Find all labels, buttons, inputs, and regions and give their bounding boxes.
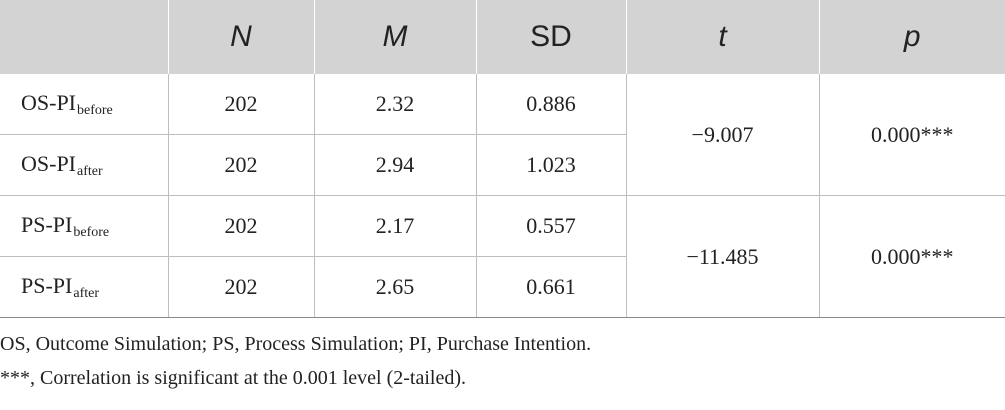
row-label: PS-PIafter xyxy=(0,256,168,318)
table-row: PS-PIbefore 202 2.17 0.557 −11.485 0.000… xyxy=(0,195,1005,318)
header-empty xyxy=(0,0,168,74)
cell-n: 202 xyxy=(167,256,314,318)
row-label: PS-PIbefore xyxy=(0,195,168,257)
cell-m: 2.32 xyxy=(313,74,476,135)
row-label: OS-PIafter xyxy=(0,134,168,196)
cell-p: 0.000*** xyxy=(818,195,1005,318)
header-n: N xyxy=(167,0,314,74)
cell-sd: 0.557 xyxy=(475,195,626,257)
row-label-sub: before xyxy=(73,224,110,240)
row-label-main: PS-PI xyxy=(21,272,73,298)
abbreviation-note: OS, Outcome Simulation; PS, Process Simu… xyxy=(0,333,592,355)
cell-m: 2.17 xyxy=(313,195,476,257)
row-label-sub: after xyxy=(73,285,100,301)
cell-n: 202 xyxy=(167,74,314,135)
table-row: PS-PIafter 202 2.65 0.661 xyxy=(0,256,1005,318)
table-row: OS-PIafter 202 2.94 1.023 xyxy=(0,134,1005,196)
cell-n: 202 xyxy=(167,134,314,196)
cell-m: 2.65 xyxy=(313,256,476,318)
row-label-main: OS-PI xyxy=(21,89,77,115)
cell-t: −9.007 xyxy=(625,74,819,196)
row-label-main: OS-PI xyxy=(21,150,77,176)
cell-sd: 0.886 xyxy=(475,74,626,135)
significance-note: ***, Correlation is significant at the 0… xyxy=(0,367,466,389)
table-row: OS-PIbefore 202 2.32 0.886 −9.007 0.000*… xyxy=(0,74,1005,196)
cell-sd: 0.661 xyxy=(475,256,626,318)
cell-t: −11.485 xyxy=(625,195,819,318)
cell-m: 2.94 xyxy=(313,134,476,196)
row-label-sub: after xyxy=(77,163,103,179)
row-label-sub: before xyxy=(77,102,113,118)
statistics-table: N M SD t p OS-PIbefore 202 2.32 0.886 −9… xyxy=(0,0,1005,318)
table-notes: OS, Outcome Simulation; PS, Process Simu… xyxy=(0,327,1005,395)
header-row: N M SD t p xyxy=(0,0,1005,74)
cell-n: 202 xyxy=(167,195,314,257)
header-m: M xyxy=(313,0,476,74)
header-p: p xyxy=(818,0,1005,74)
cell-p: 0.000*** xyxy=(818,74,1005,196)
header-sd: SD xyxy=(475,0,626,74)
header-t: t xyxy=(625,0,819,74)
cell-sd: 1.023 xyxy=(475,134,626,196)
row-label: OS-PIbefore xyxy=(0,74,168,135)
row-label-main: PS-PI xyxy=(21,211,73,237)
